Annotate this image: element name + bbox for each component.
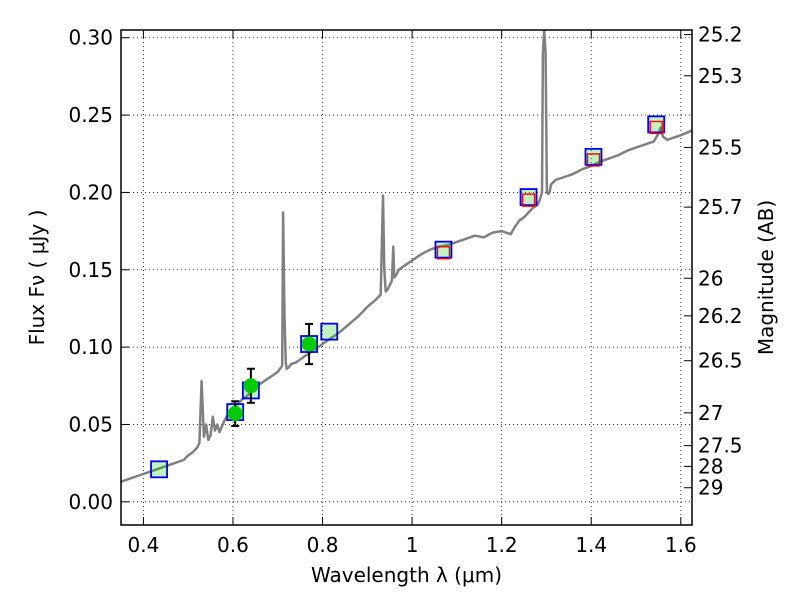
right-tick-label: 27 (698, 401, 723, 425)
right-tick-label: 26.2 (698, 304, 743, 328)
model-photometry-square (434, 240, 453, 259)
right-tick-label: 29 (698, 476, 723, 500)
y-tick-label: 0.25 (68, 103, 113, 127)
observed-photometry-square (521, 193, 536, 207)
y-tick-label: 0.20 (68, 180, 113, 204)
right-tick-label: 25.3 (698, 64, 743, 88)
ticks-layer: 0.4 0.6 0.8 1 1.2 1.4 1.6 0.00 0.05 0.10 0.15 0.20 0… (68, 23, 742, 557)
y-tick-label: 0.15 (68, 258, 113, 282)
model-photometry-square (584, 147, 603, 166)
y-tick-label: 0.05 (68, 412, 113, 436)
measured-flux-point (301, 336, 317, 352)
observed-photometry-square (436, 246, 451, 260)
y-tick-label: 0.10 (68, 335, 113, 359)
x-tick-label: 1.2 (486, 533, 518, 557)
spectrum-layer (121, 30, 692, 483)
right-tick-label: 26 (698, 266, 723, 290)
observed-photometry-square (649, 120, 663, 135)
y-axis-right-label: Magnitude (AB) (754, 200, 778, 355)
model-photometry-square (519, 188, 538, 206)
x-tick-label: 0.8 (307, 533, 339, 557)
right-tick-label: 25.2 (698, 23, 743, 47)
x-tick-label: 0.4 (127, 533, 159, 557)
right-tick-label: 28 (698, 454, 723, 478)
y-axis-label: Flux Fν ( μJy ) (25, 210, 49, 346)
x-axis-label: Wavelength λ (μm) (311, 563, 502, 587)
measured-flux-point (227, 406, 243, 422)
y-tick-label: 0.00 (68, 490, 113, 514)
model-photometry-square (647, 115, 666, 134)
model-photometry-square (320, 322, 339, 341)
right-tick-label: 25.7 (698, 195, 743, 219)
grid (121, 30, 692, 525)
x-tick-label: 0.6 (217, 533, 249, 557)
x-tick-label: 1 (406, 533, 419, 557)
x-tick-label: 1.4 (575, 533, 607, 557)
markers-layer (150, 115, 666, 479)
spectrum-line (121, 30, 692, 483)
observed-photometry-square (586, 153, 601, 167)
plot-frame (120, 29, 693, 526)
right-tick-label: 25.5 (698, 135, 743, 159)
right-tick-label: 27.5 (698, 434, 743, 458)
right-tick-label: 26.5 (698, 349, 743, 373)
x-tick-label: 1.6 (665, 533, 697, 557)
y-tick-label: 0.30 (68, 26, 113, 50)
model-photometry-square (150, 460, 168, 479)
measured-flux-point (243, 378, 259, 394)
